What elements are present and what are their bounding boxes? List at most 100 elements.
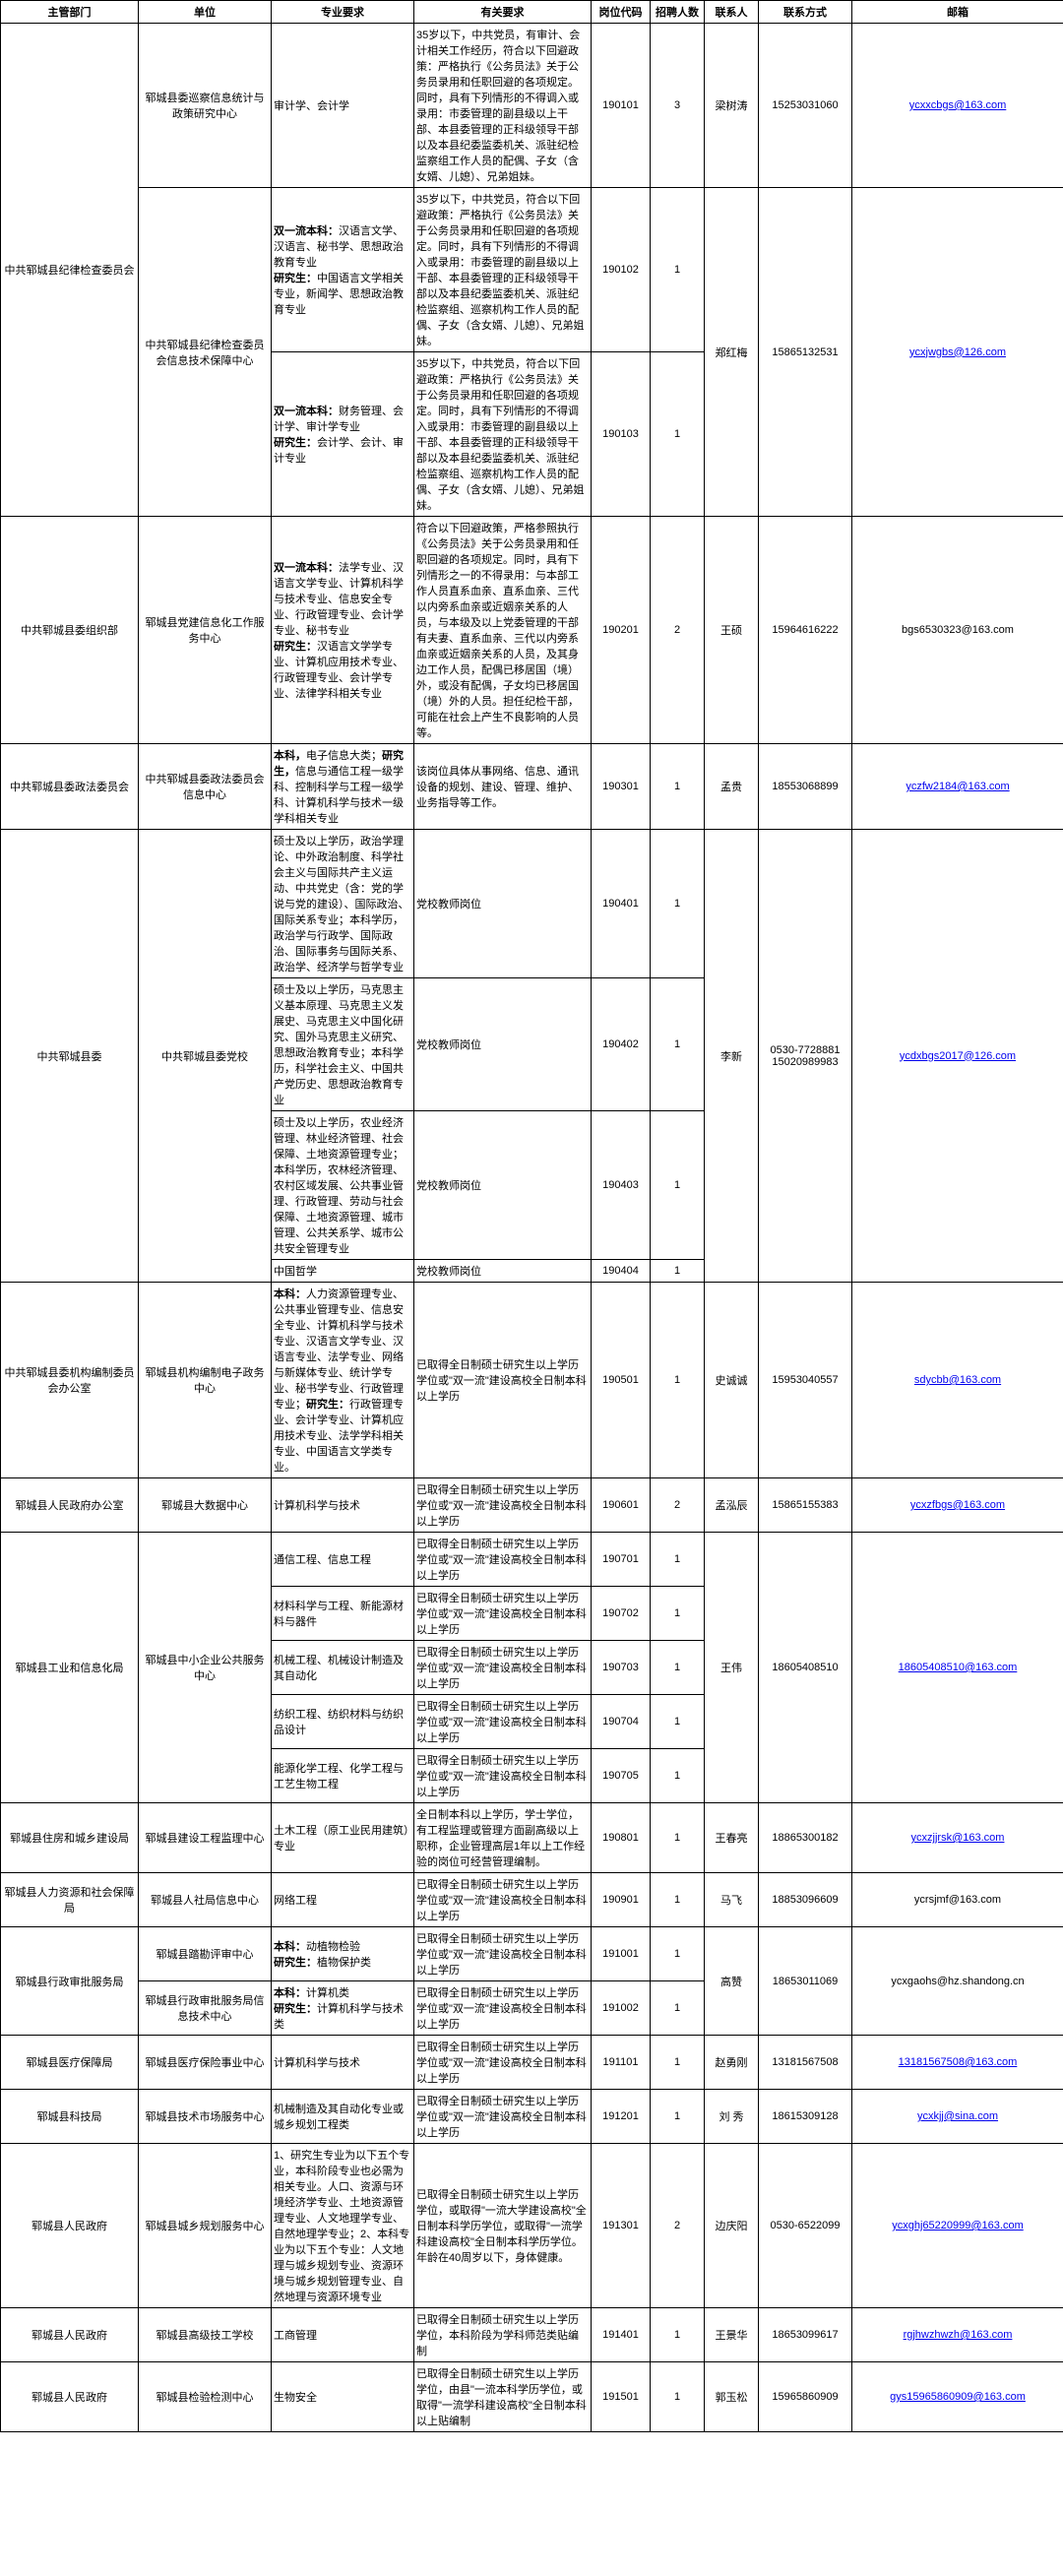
cell-req: 已取得全日制硕士研究生以上学历学位或"双一流"建设高校全日制本科以上学历 [414, 1283, 592, 1478]
table-row: 中共郓城县委机构编制委员会办公室郓城县机构编制电子政务中心本科：人力资源管理专业… [1, 1283, 1063, 1478]
cell-dept: 郓城县人民政府 [1, 2308, 139, 2362]
cell-email[interactable]: ycxkjj@sina.com [852, 2090, 1063, 2144]
cell-code: 190403 [592, 1111, 651, 1260]
cell-code: 190501 [592, 1283, 651, 1478]
table-row: 郓城县人民政府郓城县高级技工学校工商管理已取得全日制硕士研究生以上学历学位，本科… [1, 2308, 1063, 2362]
cell-major: 土木工程（原工业民用建筑）专业 [272, 1803, 414, 1873]
table-row: 中共郓城县委政法委员会中共郓城县委政法委员会信息中心本科，电子信息大类；研究生，… [1, 744, 1063, 830]
email-link[interactable]: ycxkjj@sina.com [917, 2110, 998, 2122]
email-link[interactable]: ycxzfbgs@163.com [910, 1499, 1005, 1511]
cell-req: 已取得全日制硕士研究生以上学历学位或"双一流"建设高校全日制本科以上学历 [414, 1533, 592, 1587]
cell-email[interactable]: ycxzjjrsk@163.com [852, 1803, 1063, 1873]
cell-contact: 孟泓辰 [705, 1478, 759, 1533]
cell-count: 1 [651, 1927, 705, 1981]
cell-code: 190401 [592, 830, 651, 978]
cell-email[interactable]: ycdxbgs2017@126.com [852, 830, 1063, 1283]
cell-req: 党校教师岗位 [414, 1260, 592, 1283]
cell-phone: 13181567508 [759, 2036, 852, 2090]
email-link[interactable]: sdycbb@163.com [914, 1374, 1001, 1386]
cell-email[interactable]: gys15965860909@163.com [852, 2362, 1063, 2432]
cell-email[interactable]: ycxjwgbs@126.com [852, 188, 1063, 517]
cell-unit: 郓城县党建信息化工作服务中心 [139, 517, 272, 744]
cell-major: 本科：人力资源管理专业、公共事业管理专业、信息安全专业、计算机科学与技术专业、汉… [272, 1283, 414, 1478]
cell-contact: 史诚诚 [705, 1283, 759, 1478]
cell-phone: 18853096609 [759, 1873, 852, 1927]
cell-dept: 郓城县行政审批服务局 [1, 1927, 139, 2036]
cell-dept: 中共郓城县纪律检查委员会 [1, 24, 139, 517]
cell-major: 纺织工程、纺织材料与纺织品设计 [272, 1695, 414, 1749]
cell-unit: 郓城县技术市场服务中心 [139, 2090, 272, 2144]
cell-code: 191201 [592, 2090, 651, 2144]
cell-code: 190101 [592, 24, 651, 188]
cell-phone: 15964616222 [759, 517, 852, 744]
cell-major: 计算机科学与技术 [272, 1478, 414, 1533]
cell-count: 1 [651, 1695, 705, 1749]
email-link[interactable]: yczfw2184@163.com [906, 781, 1009, 792]
cell-major: 硕士及以上学历，农业经济管理、林业经济管理、社会保障、土地资源管理专业；本科学历… [272, 1111, 414, 1260]
cell-major: 本科：动植物检验研究生：植物保护类 [272, 1927, 414, 1981]
cell-contact: 刘 秀 [705, 2090, 759, 2144]
table-row: 中共郓城县纪律检查委员会郓城县委巡察信息统计与政策研究中心审计学、会计学35岁以… [1, 24, 1063, 188]
cell-req: 党校教师岗位 [414, 978, 592, 1111]
cell-code: 190103 [592, 352, 651, 517]
cell-req: 35岁以下，中共党员，有审计、会计相关工作经历，符合以下回避政策：严格执行《公务… [414, 24, 592, 188]
cell-code: 191101 [592, 2036, 651, 2090]
cell-dept: 中共郓城县委政法委员会 [1, 744, 139, 830]
cell-req: 全日制本科以上学历，学士学位，有工程监理或管理方面副高级以上职称，企业管理高层1… [414, 1803, 592, 1873]
cell-email[interactable]: bgs6530323@163.com [852, 517, 1063, 744]
email-link[interactable]: ycxghj65220999@163.com [892, 2220, 1023, 2231]
table-row: 郓城县人民政府郓城县城乡规划服务中心1、研究生专业为以下五个专业，本科阶段专业也… [1, 2144, 1063, 2308]
email-link[interactable]: rgjhwzhwzh@163.com [904, 2329, 1013, 2341]
email-link[interactable]: ycdxbgs2017@126.com [900, 1050, 1016, 1062]
email-link[interactable]: ycxjwgbs@126.com [909, 346, 1006, 358]
header-major: 专业要求 [272, 1, 414, 24]
cell-dept: 郓城县科技局 [1, 2090, 139, 2144]
cell-contact: 赵勇刚 [705, 2036, 759, 2090]
cell-email[interactable]: ycxxcbgs@163.com [852, 24, 1063, 188]
cell-phone: 15953040557 [759, 1283, 852, 1478]
email-link[interactable]: 18605408510@163.com [899, 1662, 1018, 1673]
cell-dept: 中共郓城县委 [1, 830, 139, 1283]
cell-contact: 边庆阳 [705, 2144, 759, 2308]
cell-req: 35岁以下，中共党员，符合以下回避政策：严格执行《公务员法》关于公务员录用和任职… [414, 352, 592, 517]
cell-count: 1 [651, 2308, 705, 2362]
cell-count: 1 [651, 1873, 705, 1927]
cell-unit: 郓城县大数据中心 [139, 1478, 272, 1533]
cell-req: 35岁以下，中共党员，符合以下回避政策：严格执行《公务员法》关于公务员录用和任职… [414, 188, 592, 352]
cell-unit: 郓城县中小企业公共服务中心 [139, 1533, 272, 1803]
cell-email[interactable]: ycxgaohs@hz.shandong.cn [852, 1927, 1063, 2036]
cell-count: 1 [651, 1533, 705, 1587]
cell-unit: 中共郓城县纪律检查委员会信息技术保障中心 [139, 188, 272, 517]
cell-count: 1 [651, 2036, 705, 2090]
cell-phone: 18653099617 [759, 2308, 852, 2362]
cell-email[interactable]: rgjhwzhwzh@163.com [852, 2308, 1063, 2362]
cell-code: 190702 [592, 1587, 651, 1641]
cell-contact: 王春亮 [705, 1803, 759, 1873]
cell-req: 已取得全日制硕士研究生以上学历学位或"双一流"建设高校全日制本科以上学历 [414, 1927, 592, 1981]
cell-email[interactable]: ycxzfbgs@163.com [852, 1478, 1063, 1533]
table-row: 郓城县人民政府办公室郓城县大数据中心计算机科学与技术已取得全日制硕士研究生以上学… [1, 1478, 1063, 1533]
cell-major: 生物安全 [272, 2362, 414, 2432]
cell-count: 1 [651, 1260, 705, 1283]
cell-email[interactable]: sdycbb@163.com [852, 1283, 1063, 1478]
cell-code: 190201 [592, 517, 651, 744]
cell-count: 1 [651, 1749, 705, 1803]
email-link[interactable]: ycxzjjrsk@163.com [911, 1832, 1005, 1844]
email-link[interactable]: gys15965860909@163.com [890, 2391, 1026, 2403]
cell-major: 双一流本科：财务管理、会计学、审计学专业研究生：会计学、会计、审计专业 [272, 352, 414, 517]
cell-dept: 郓城县住房和城乡建设局 [1, 1803, 139, 1873]
cell-email[interactable]: ycrsjmf@163.com [852, 1873, 1063, 1927]
header-row: 主管部门 单位 专业要求 有关要求 岗位代码 招聘人数 联系人 联系方式 邮箱 [1, 1, 1063, 24]
cell-unit: 郓城县城乡规划服务中心 [139, 2144, 272, 2308]
cell-major: 计算机科学与技术 [272, 2036, 414, 2090]
cell-email[interactable]: ycxghj65220999@163.com [852, 2144, 1063, 2308]
email-link[interactable]: 13181567508@163.com [899, 2056, 1018, 2068]
cell-email[interactable]: 13181567508@163.com [852, 2036, 1063, 2090]
cell-major: 双一流本科：汉语言文学、汉语言、秘书学、思想政治教育专业研究生：中国语言文学相关… [272, 188, 414, 352]
cell-code: 190801 [592, 1803, 651, 1873]
table-row: 郓城县医疗保障局郓城县医疗保险事业中心计算机科学与技术已取得全日制硕士研究生以上… [1, 2036, 1063, 2090]
cell-email[interactable]: yczfw2184@163.com [852, 744, 1063, 830]
email-link[interactable]: ycxxcbgs@163.com [909, 99, 1007, 111]
cell-req: 已取得全日制硕士研究生以上学历学位或"双一流"建设高校全日制本科以上学历 [414, 2090, 592, 2144]
cell-email[interactable]: 18605408510@163.com [852, 1533, 1063, 1803]
